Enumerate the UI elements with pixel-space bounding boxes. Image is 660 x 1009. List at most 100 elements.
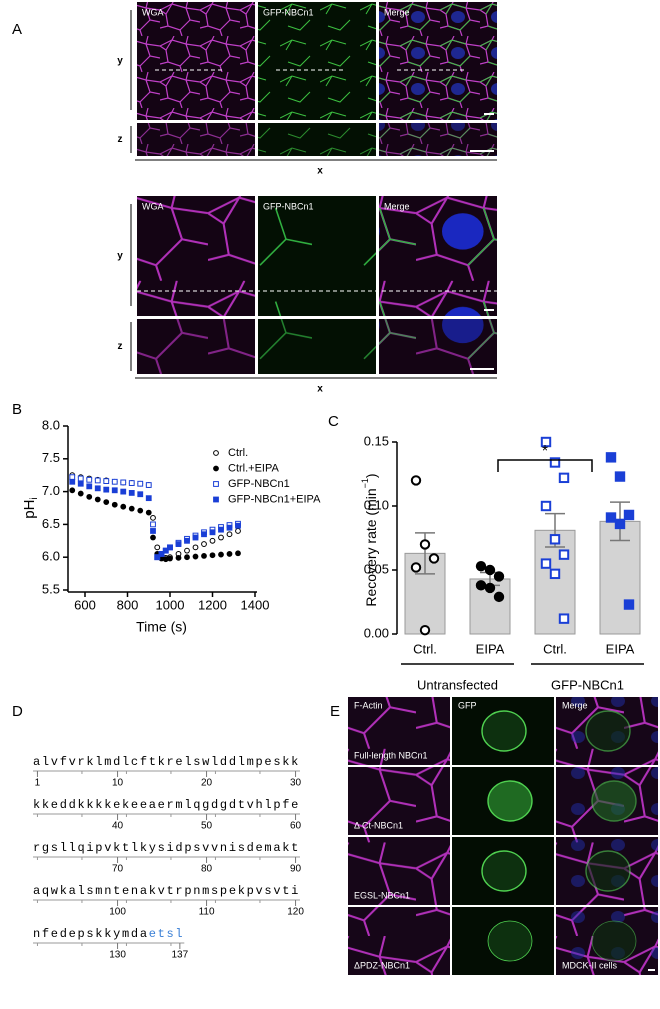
data-point: [540, 500, 552, 512]
data-point: [540, 436, 552, 448]
residue-number: 110: [199, 907, 215, 918]
data-point: [209, 537, 216, 544]
data-point: [184, 554, 190, 561]
channel-label: GFP-NBCn1: [263, 7, 314, 17]
residue-number: 120: [287, 907, 304, 918]
data-point: [128, 490, 135, 496]
sequence-line: kkeddkkkkekeeaermlqgdgdtvhlpfe: [33, 798, 300, 812]
data-point: [192, 544, 199, 551]
data-point: [150, 534, 156, 541]
data-point: [145, 509, 152, 516]
data-point: [94, 496, 101, 503]
legend-marker: [213, 465, 219, 472]
y-tick-label: 0.15: [364, 433, 389, 448]
y-tick-label: 5.5: [42, 581, 60, 596]
y-axis-title-sup: −1: [360, 478, 370, 488]
data-point: [86, 483, 93, 490]
data-point: [128, 505, 135, 512]
sequence: nfedepskkymda: [33, 927, 149, 941]
y-axis-title-main: pH: [21, 500, 38, 519]
y-tick-label: 7.5: [42, 450, 60, 465]
micrograph-layer: [137, 2, 255, 120]
data-point: [419, 624, 431, 636]
y-tick-label: 0.10: [364, 497, 389, 512]
data-point: [558, 549, 570, 560]
sequence-line: nfedepskkymdaetsl: [33, 927, 184, 941]
x-axis-title: Time (s): [136, 619, 187, 635]
axis-label: y: [117, 251, 123, 262]
residue-number: 20: [201, 778, 213, 789]
panel-label: C: [328, 413, 339, 430]
y-axis-title: Recovery rate (min−1): [360, 473, 378, 606]
data-point: [86, 476, 93, 483]
data-point: [184, 537, 190, 544]
gfp-cell: [585, 710, 631, 752]
sequence: rgsllqipvktlkysidpsvvnisdemakt: [33, 841, 300, 855]
data-point: [111, 478, 118, 485]
data-point: [69, 478, 76, 485]
data-point: [623, 509, 635, 521]
significance-bracket: [497, 459, 593, 472]
data-point: [235, 550, 241, 557]
micrograph-layer: [379, 196, 497, 316]
column-label: GFP: [458, 700, 477, 710]
data-point: [158, 551, 165, 557]
data-point: [209, 552, 216, 559]
data-point: [235, 528, 241, 534]
residue-number: 80: [201, 864, 213, 875]
significance-label: *: [542, 443, 548, 460]
data-point: [226, 531, 233, 538]
sequence: alvfvrklmdlcftkrelswlddlmpeskk: [33, 755, 300, 769]
data-point: [120, 488, 127, 495]
micrograph-layer: [258, 2, 376, 120]
y-axis-title-main: Recovery rate (min: [363, 488, 379, 606]
axis-label: x: [317, 384, 323, 395]
gfp-cell: [481, 850, 527, 892]
data-point: [558, 613, 570, 624]
channel-label: Merge: [384, 7, 410, 17]
y-tick-label: 7.0: [42, 483, 60, 498]
data-point: [162, 547, 169, 554]
data-point: [549, 568, 561, 580]
data-point: [201, 552, 207, 559]
gfp-cell: [591, 780, 637, 822]
data-point: [103, 478, 110, 485]
residue-number: 40: [112, 821, 124, 832]
micrograph-layer: [137, 196, 255, 316]
data-point: [549, 534, 561, 545]
channel-label: GFP-NBCn1: [263, 201, 314, 211]
micrograph-layer: [348, 697, 450, 765]
group-label: GFP-NBCn1: [551, 677, 624, 692]
data-point: [184, 547, 190, 554]
column-label: F-Actin: [354, 700, 383, 710]
axis-label: y: [117, 56, 123, 67]
sequence-line: rgsllqipvktlkysidpsvvnisdemakt: [33, 841, 300, 855]
data-point: [154, 554, 161, 561]
data-point: [150, 528, 156, 534]
residue-number: 50: [201, 821, 213, 832]
data-point: [558, 472, 570, 484]
x-tick-label: 1400: [241, 597, 270, 612]
channel-label: WGA: [142, 201, 164, 211]
data-point: [475, 560, 487, 572]
data-point: [94, 485, 101, 492]
data-point: [77, 475, 84, 482]
data-point: [154, 544, 161, 551]
data-point: [540, 558, 552, 569]
panel-label: E: [330, 703, 340, 720]
micrograph-layer: [258, 319, 376, 374]
data-point: [614, 471, 626, 482]
x-tick-label: 600: [74, 597, 96, 612]
residue-number: 1: [35, 778, 41, 789]
data-point: [175, 541, 182, 547]
column-label: Merge: [562, 700, 588, 710]
gfp-cell: [487, 780, 533, 822]
y-tick-label: 6.5: [42, 516, 60, 531]
sequence-highlight: etsl: [149, 927, 185, 941]
data-point: [128, 480, 135, 486]
data-point: [137, 480, 144, 487]
data-point: [605, 452, 617, 463]
data-point: [226, 551, 233, 557]
data-point: [137, 491, 144, 498]
row-label: EGSL-NBCn1: [354, 890, 410, 900]
